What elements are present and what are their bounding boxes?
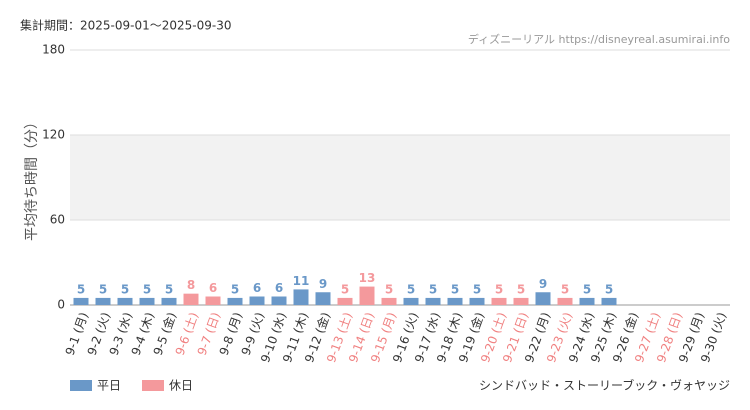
value-label: 5 xyxy=(341,282,349,296)
bar xyxy=(293,289,309,305)
bar xyxy=(359,286,375,305)
bar xyxy=(381,297,397,305)
bar xyxy=(249,296,265,305)
value-label: 5 xyxy=(473,282,481,296)
legend-label: 平日 xyxy=(97,379,121,393)
value-label: 5 xyxy=(495,282,503,296)
bar xyxy=(271,296,287,305)
bar xyxy=(73,297,89,305)
source: ディズニーリアル https://disneyreal.asumirai.inf… xyxy=(468,32,730,46)
value-label: 11 xyxy=(293,274,310,288)
bar xyxy=(557,297,573,305)
bar xyxy=(183,293,199,305)
value-label: 5 xyxy=(231,282,239,296)
y-axis-label: 平均待ち時間（分） xyxy=(24,115,40,241)
y-tick-label: 180 xyxy=(42,43,65,57)
bar xyxy=(425,297,441,305)
bar xyxy=(117,297,133,305)
bar xyxy=(227,297,243,305)
value-label: 5 xyxy=(451,282,459,296)
value-label: 6 xyxy=(209,281,217,295)
bar xyxy=(491,297,507,305)
shaded-band xyxy=(70,135,730,220)
value-label: 5 xyxy=(121,282,129,296)
value-label: 5 xyxy=(165,282,173,296)
chart-title: 集計期間：2025-09-01～2025-09-30 xyxy=(20,18,231,33)
bar xyxy=(469,297,485,305)
legend-label: 休日 xyxy=(169,379,193,393)
value-label: 5 xyxy=(561,282,569,296)
value-label: 5 xyxy=(605,282,613,296)
bar xyxy=(579,297,595,305)
value-label: 5 xyxy=(385,282,393,296)
value-label: 5 xyxy=(429,282,437,296)
bar xyxy=(535,292,551,305)
value-label: 9 xyxy=(319,277,327,291)
bar xyxy=(447,297,463,305)
bar xyxy=(161,297,177,305)
value-label: 5 xyxy=(77,282,85,296)
bar xyxy=(139,297,155,305)
value-label: 5 xyxy=(583,282,591,296)
bar xyxy=(205,296,221,305)
bar xyxy=(601,297,617,305)
bar xyxy=(315,292,331,305)
value-label: 5 xyxy=(407,282,415,296)
legend-swatch xyxy=(142,380,164,391)
y-tick-label: 120 xyxy=(42,128,65,142)
value-label: 5 xyxy=(143,282,151,296)
bar xyxy=(337,297,353,305)
value-label: 13 xyxy=(359,271,376,285)
legend-swatch xyxy=(70,380,92,391)
y-tick-label: 0 xyxy=(57,298,65,312)
value-label: 5 xyxy=(99,282,107,296)
bar xyxy=(95,297,111,305)
value-label: 8 xyxy=(187,278,195,292)
value-label: 6 xyxy=(253,281,261,295)
y-tick-label: 60 xyxy=(50,213,65,227)
bar xyxy=(403,297,419,305)
footer: シンドバッド・ストーリーブック・ヴォヤッジ xyxy=(479,378,730,393)
value-label: 5 xyxy=(517,282,525,296)
value-label: 6 xyxy=(275,281,283,295)
value-label: 9 xyxy=(539,277,547,291)
bar xyxy=(513,297,529,305)
